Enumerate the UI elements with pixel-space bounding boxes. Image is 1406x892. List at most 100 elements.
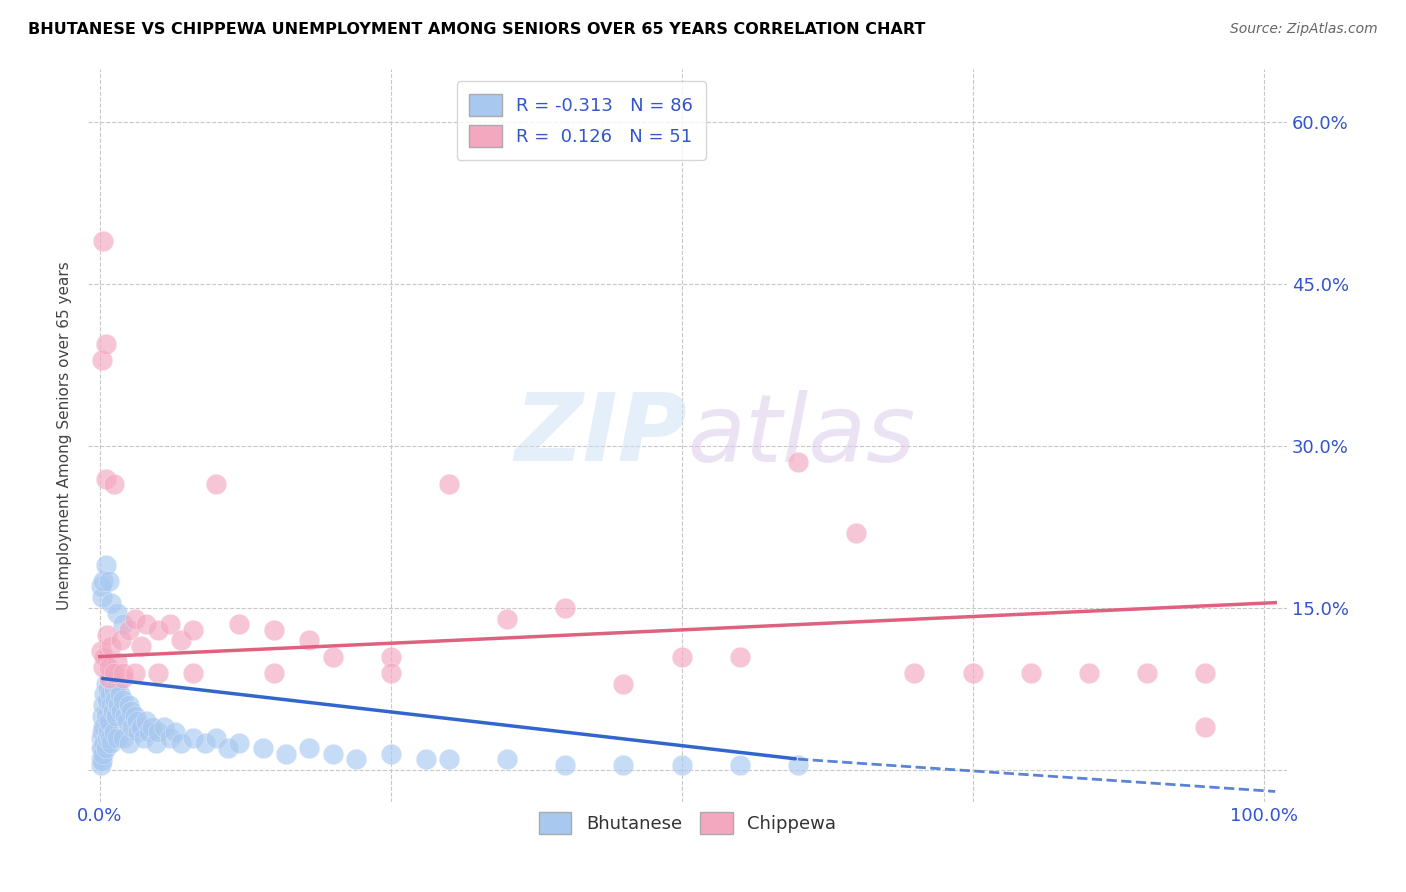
Point — [93, 687, 115, 701]
Point — [105, 731, 128, 745]
Point — [181, 665, 204, 680]
Point — [380, 747, 402, 761]
Point — [1078, 665, 1101, 680]
Point — [100, 665, 122, 680]
Point — [146, 623, 169, 637]
Point — [91, 352, 114, 367]
Point — [728, 649, 751, 664]
Point — [94, 741, 117, 756]
Point — [1194, 665, 1216, 680]
Point — [1019, 665, 1042, 680]
Point — [97, 681, 120, 696]
Point — [129, 720, 152, 734]
Point — [554, 757, 576, 772]
Point — [152, 720, 174, 734]
Point — [105, 655, 128, 669]
Point — [93, 649, 115, 664]
Point — [112, 692, 135, 706]
Point — [98, 687, 121, 701]
Point — [165, 725, 187, 739]
Point — [112, 671, 135, 685]
Point — [108, 687, 131, 701]
Point — [263, 665, 285, 680]
Point — [217, 741, 239, 756]
Point — [274, 747, 297, 761]
Point — [94, 336, 117, 351]
Point — [120, 704, 142, 718]
Point — [90, 644, 112, 658]
Point — [159, 731, 181, 745]
Point — [170, 633, 193, 648]
Point — [146, 725, 169, 739]
Point — [100, 639, 122, 653]
Point — [322, 649, 344, 664]
Point — [94, 676, 117, 690]
Point — [787, 455, 810, 469]
Point — [91, 698, 114, 713]
Point — [91, 720, 114, 734]
Point — [437, 477, 460, 491]
Point — [100, 596, 122, 610]
Point — [845, 525, 868, 540]
Point — [94, 471, 117, 485]
Point — [110, 633, 132, 648]
Point — [96, 628, 118, 642]
Point — [205, 477, 228, 491]
Point — [103, 477, 125, 491]
Point — [105, 709, 128, 723]
Point — [1136, 665, 1159, 680]
Point — [114, 709, 136, 723]
Point — [127, 725, 149, 739]
Point — [181, 731, 204, 745]
Point — [728, 757, 751, 772]
Point — [124, 612, 146, 626]
Point — [671, 649, 693, 664]
Text: atlas: atlas — [688, 390, 915, 481]
Y-axis label: Unemployment Among Seniors over 65 years: Unemployment Among Seniors over 65 years — [58, 261, 72, 610]
Point — [228, 736, 250, 750]
Point — [415, 752, 437, 766]
Point — [170, 736, 193, 750]
Point — [118, 698, 141, 713]
Point — [125, 714, 148, 729]
Point — [132, 731, 155, 745]
Point — [94, 558, 117, 572]
Point — [98, 714, 121, 729]
Point — [121, 720, 143, 734]
Point — [138, 725, 160, 739]
Point — [380, 665, 402, 680]
Legend: Bhutanese, Chippewa: Bhutanese, Chippewa — [529, 801, 846, 845]
Point — [91, 709, 114, 723]
Text: Source: ZipAtlas.com: Source: ZipAtlas.com — [1230, 22, 1378, 37]
Point — [98, 671, 121, 685]
Point — [118, 623, 141, 637]
Point — [98, 731, 121, 745]
Point — [90, 752, 112, 766]
Point — [205, 731, 228, 745]
Point — [344, 752, 367, 766]
Point — [98, 671, 121, 685]
Point — [903, 665, 925, 680]
Point — [103, 665, 125, 680]
Point — [115, 714, 138, 729]
Text: BHUTANESE VS CHIPPEWA UNEMPLOYMENT AMONG SENIORS OVER 65 YEARS CORRELATION CHART: BHUTANESE VS CHIPPEWA UNEMPLOYMENT AMONG… — [28, 22, 925, 37]
Point — [129, 639, 152, 653]
Point — [94, 709, 117, 723]
Point — [98, 574, 121, 588]
Point — [98, 660, 121, 674]
Point — [612, 757, 634, 772]
Point — [96, 731, 118, 745]
Point — [181, 623, 204, 637]
Point — [90, 731, 112, 745]
Point — [380, 649, 402, 664]
Point — [437, 752, 460, 766]
Point — [193, 736, 215, 750]
Point — [135, 714, 157, 729]
Point — [91, 741, 114, 756]
Point — [91, 591, 114, 605]
Point — [496, 752, 519, 766]
Point — [135, 617, 157, 632]
Point — [263, 623, 285, 637]
Point — [90, 579, 112, 593]
Point — [298, 633, 321, 648]
